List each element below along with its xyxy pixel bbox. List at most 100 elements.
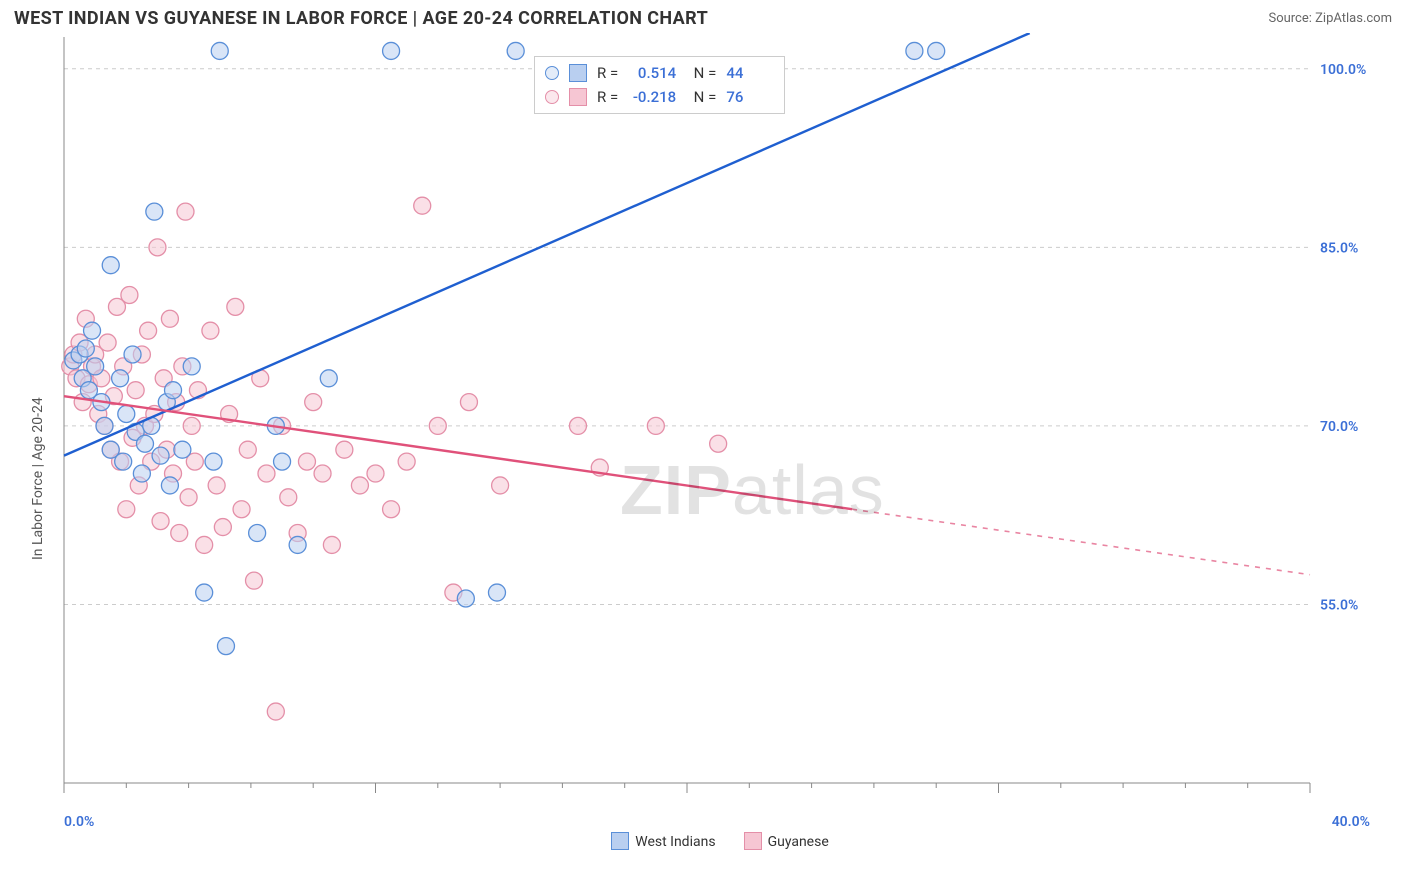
legend-label: Guyanese	[768, 834, 829, 850]
stats-n-label: N =	[686, 61, 716, 85]
point-guyanese	[183, 417, 200, 434]
point-guyanese	[152, 513, 169, 530]
point-guyanese	[180, 489, 197, 506]
stats-swatch-icon	[569, 64, 587, 82]
stats-n-value: 44	[726, 61, 774, 85]
point-guyanese	[336, 441, 353, 458]
point-guyanese	[280, 489, 297, 506]
point-guyanese	[429, 417, 446, 434]
stats-r-value: 0.514	[628, 61, 676, 85]
point-guyanese	[208, 477, 225, 494]
y-tick-label: 85.0%	[1320, 240, 1358, 256]
stats-circle-icon	[545, 90, 559, 104]
legend-swatch-icon	[611, 832, 629, 850]
point-west_indians	[102, 257, 119, 274]
point-west_indians	[205, 453, 222, 470]
point-guyanese	[149, 239, 166, 256]
point-west_indians	[124, 346, 141, 363]
point-guyanese	[177, 203, 194, 220]
point-guyanese	[258, 465, 275, 482]
legend-item: Guyanese	[744, 832, 829, 850]
stats-r-value: -0.218	[628, 85, 676, 109]
x-min-label: 0.0%	[64, 814, 94, 830]
point-west_indians	[133, 465, 150, 482]
point-west_indians	[320, 370, 337, 387]
stats-row-west_indians: R = 0.514 N = 44	[545, 61, 774, 85]
point-west_indians	[165, 382, 182, 399]
y-tick-label: 100.0%	[1320, 62, 1366, 78]
point-west_indians	[383, 42, 400, 59]
point-guyanese	[127, 382, 144, 399]
point-guyanese	[298, 453, 315, 470]
point-guyanese	[383, 501, 400, 518]
point-guyanese	[314, 465, 331, 482]
point-guyanese	[460, 394, 477, 411]
point-guyanese	[161, 310, 178, 327]
point-west_indians	[217, 638, 234, 655]
point-guyanese	[171, 525, 188, 542]
point-west_indians	[928, 42, 945, 59]
x-max-label: 40.0%	[1332, 814, 1370, 830]
point-guyanese	[239, 441, 256, 458]
point-guyanese	[398, 453, 415, 470]
point-guyanese	[202, 322, 219, 339]
point-guyanese	[214, 519, 231, 536]
point-west_indians	[249, 525, 266, 542]
source-label: Source: ZipAtlas.com	[1268, 11, 1392, 26]
point-west_indians	[488, 584, 505, 601]
point-guyanese	[267, 703, 284, 720]
legend-label: West Indians	[635, 834, 715, 850]
point-west_indians	[152, 447, 169, 464]
point-west_indians	[87, 358, 104, 375]
point-guyanese	[710, 435, 727, 452]
point-west_indians	[77, 340, 94, 357]
legend-swatch-icon	[744, 832, 762, 850]
point-guyanese	[233, 501, 250, 518]
point-west_indians	[96, 417, 113, 434]
point-guyanese	[569, 417, 586, 434]
point-guyanese	[99, 334, 116, 351]
point-west_indians	[906, 42, 923, 59]
y-tick-label: 55.0%	[1320, 597, 1358, 613]
stats-r-label: R =	[597, 61, 618, 85]
point-guyanese	[647, 417, 664, 434]
chart-title: WEST INDIAN VS GUYANESE IN LABOR FORCE |…	[14, 8, 708, 29]
point-guyanese	[227, 298, 244, 315]
point-guyanese	[121, 286, 138, 303]
y-tick-label: 70.0%	[1320, 419, 1358, 435]
point-west_indians	[289, 536, 306, 553]
stats-n-value: 76	[726, 85, 774, 109]
point-west_indians	[274, 453, 291, 470]
point-guyanese	[414, 197, 431, 214]
point-guyanese	[118, 501, 135, 518]
stats-box: R = 0.514 N = 44 R = -0.218 N = 76	[534, 56, 785, 114]
point-west_indians	[183, 358, 200, 375]
point-guyanese	[196, 536, 213, 553]
legend-item: West Indians	[611, 832, 715, 850]
point-west_indians	[174, 441, 191, 458]
stats-n-label: N =	[686, 85, 716, 109]
point-west_indians	[84, 322, 101, 339]
stats-row-guyanese: R = -0.218 N = 76	[545, 85, 774, 109]
point-west_indians	[196, 584, 213, 601]
point-west_indians	[507, 42, 524, 59]
point-west_indians	[118, 406, 135, 423]
point-west_indians	[161, 477, 178, 494]
plot-area: 55.0% 70.0% 85.0% 100.0%	[60, 33, 1392, 803]
point-west_indians	[211, 42, 228, 59]
scatter-chart: 55.0% 70.0% 85.0% 100.0%	[60, 33, 1380, 803]
header: WEST INDIAN VS GUYANESE IN LABOR FORCE |…	[0, 0, 1406, 33]
point-guyanese	[305, 394, 322, 411]
legend: West Indians Guyanese	[60, 832, 1380, 850]
x-axis-limits: 0.0% 40.0%	[60, 812, 1380, 830]
stats-r-label: R =	[597, 85, 618, 109]
point-guyanese	[140, 322, 157, 339]
point-west_indians	[112, 370, 129, 387]
point-guyanese	[492, 477, 509, 494]
point-guyanese	[367, 465, 384, 482]
stats-circle-icon	[545, 66, 559, 80]
point-west_indians	[115, 453, 132, 470]
point-guyanese	[246, 572, 263, 589]
point-west_indians	[457, 590, 474, 607]
point-guyanese	[351, 477, 368, 494]
